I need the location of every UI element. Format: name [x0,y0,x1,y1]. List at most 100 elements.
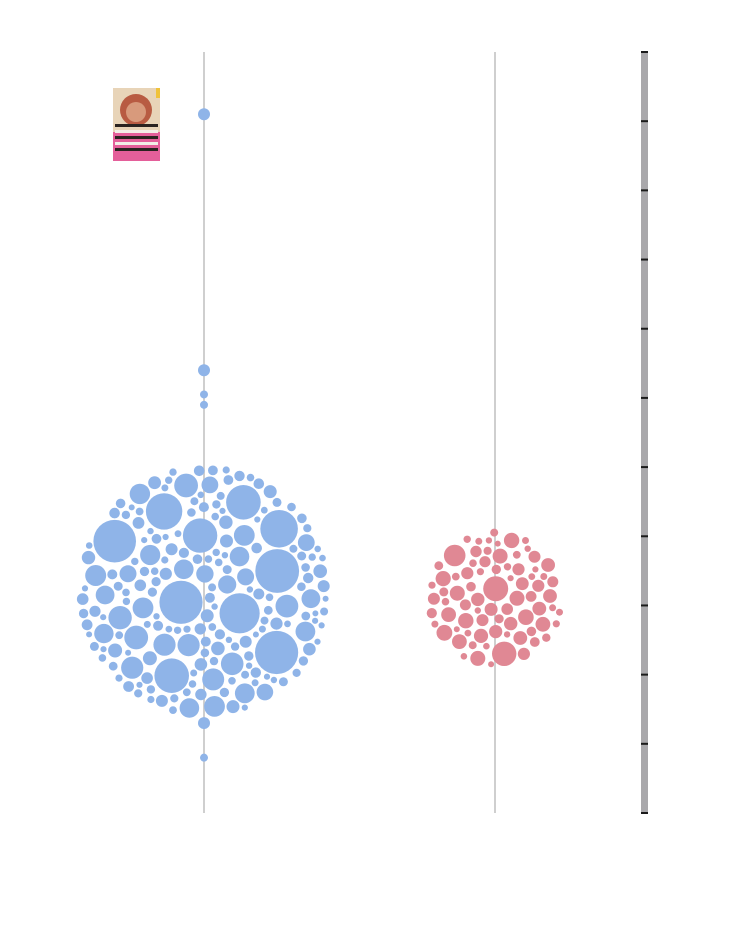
data-bubble [260,616,269,625]
data-bubble [464,629,472,637]
data-bubble [528,573,536,580]
data-bubble [254,516,261,523]
data-bubble [473,628,489,644]
data-bubble [196,565,214,583]
data-bubble [115,674,123,682]
data-bubble [452,634,467,649]
data-bubble [143,620,151,628]
character-portrait-image [113,88,160,161]
data-bubble [177,634,200,657]
data-bubble [314,638,321,645]
data-bubble [155,694,168,707]
data-bubble [312,617,319,624]
data-bubble [246,473,255,482]
data-bubble [297,582,306,591]
data-bubble [169,468,177,476]
outlier-bubble [200,390,208,399]
data-bubble [187,508,196,517]
data-bubble [483,576,509,602]
data-bubble [504,616,518,631]
data-bubble [492,548,508,564]
data-bubble [78,608,89,619]
data-bubble [239,635,252,648]
data-bubble [85,542,93,549]
data-bubble [515,577,529,591]
data-bubble [135,507,144,516]
data-bubble [173,626,182,634]
data-bubble [312,610,319,617]
data-bubble [297,513,307,524]
portrait-fur-stripe [115,148,158,151]
data-bubble [129,483,151,505]
data-bubble [256,683,274,701]
data-bubble [233,525,255,546]
data-bubble [201,476,219,494]
data-bubble [169,706,177,714]
data-bubble [289,544,298,553]
data-bubble [212,548,220,557]
data-bubble [226,485,261,520]
data-bubble [255,630,299,675]
data-bubble [162,533,169,541]
data-bubble [322,595,329,602]
data-bubble [194,623,206,635]
data-bubble [204,696,225,717]
data-bubble [159,580,203,624]
data-bubble [151,533,162,544]
data-bubble [503,631,511,638]
data-bubble [193,465,205,477]
data-bubble [107,569,118,580]
outlier-bubble [200,400,208,409]
data-bubble [512,563,525,576]
data-bubble [251,679,259,687]
data-bubble [151,577,161,587]
data-bubble [476,568,484,576]
data-bubble [182,518,218,553]
data-bubble [301,589,321,609]
data-bubble [258,625,266,633]
data-bubble [223,475,234,485]
data-bubble [241,704,248,711]
data-bubble [132,597,154,619]
data-bubble [547,576,559,588]
data-bubble [225,636,233,643]
data-bubble [298,656,309,666]
data-bubble [532,566,539,573]
data-bubble [125,649,132,656]
data-bubble [128,504,135,511]
data-bubble [98,654,107,662]
data-bubble [303,572,314,584]
data-bubble [244,651,254,661]
data-bubble [461,567,474,580]
data-bubble [204,555,213,563]
data-bubble [148,476,162,490]
data-bubble [161,484,169,492]
data-bubble [471,592,485,607]
data-bubble [303,642,316,656]
series-blue [76,108,330,762]
data-bubble [165,476,173,484]
data-bubble [483,546,492,555]
data-bubble [252,631,259,638]
data-bubble [484,602,498,616]
data-bubble [136,681,143,688]
data-bubble [245,662,253,669]
data-bubble [174,530,182,538]
data-bubble [141,672,153,684]
data-bubble [94,623,114,644]
data-bubble [292,668,301,678]
data-bubble [109,507,120,519]
data-bubble [541,558,555,572]
data-bubble [208,623,217,631]
axis-track [641,52,648,813]
data-bubble [251,542,262,554]
data-bubble [76,593,89,605]
data-bubble [153,633,176,656]
data-bubble [460,653,468,660]
data-bubble [220,534,233,548]
data-bubble [219,687,230,698]
data-bubble [303,524,312,533]
data-bubble [479,556,491,568]
data-bubble [121,510,131,520]
